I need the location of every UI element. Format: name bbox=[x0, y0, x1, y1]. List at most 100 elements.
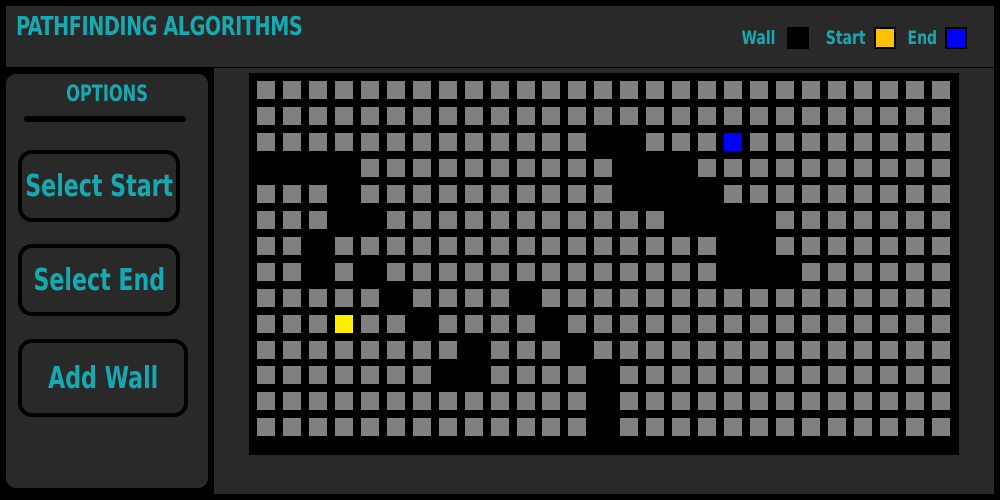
grid-cell[interactable] bbox=[854, 107, 872, 125]
wall-cell[interactable] bbox=[724, 237, 742, 255]
grid-cell[interactable] bbox=[413, 366, 431, 384]
grid-cell[interactable] bbox=[776, 289, 794, 307]
grid-cell[interactable] bbox=[802, 237, 820, 255]
grid-cell[interactable] bbox=[491, 289, 509, 307]
grid-cell[interactable] bbox=[465, 392, 483, 410]
wall-cell[interactable] bbox=[672, 185, 690, 203]
grid-cell[interactable] bbox=[387, 211, 405, 229]
grid-cell[interactable] bbox=[932, 159, 950, 177]
grid-cell[interactable] bbox=[802, 366, 820, 384]
grid-cell[interactable] bbox=[854, 159, 872, 177]
grid-cell[interactable] bbox=[283, 418, 301, 436]
wall-cell[interactable] bbox=[517, 289, 535, 307]
wall-cell[interactable] bbox=[465, 341, 483, 359]
wall-cell[interactable] bbox=[750, 237, 768, 255]
grid-cell[interactable] bbox=[828, 133, 846, 151]
grid-cell[interactable] bbox=[257, 133, 275, 151]
grid-cell[interactable] bbox=[465, 289, 483, 307]
grid-cell[interactable] bbox=[932, 366, 950, 384]
grid-cell[interactable] bbox=[309, 315, 327, 333]
grid-cell[interactable] bbox=[750, 392, 768, 410]
grid-cell[interactable] bbox=[542, 159, 560, 177]
grid-cell[interactable] bbox=[724, 366, 742, 384]
grid-cell[interactable] bbox=[672, 133, 690, 151]
grid-cell[interactable] bbox=[828, 185, 846, 203]
grid-cell[interactable] bbox=[906, 392, 924, 410]
grid-cell[interactable] bbox=[491, 366, 509, 384]
grid-cell[interactable] bbox=[542, 289, 560, 307]
grid-cell[interactable] bbox=[828, 366, 846, 384]
grid-cell[interactable] bbox=[672, 366, 690, 384]
grid-cell[interactable] bbox=[932, 341, 950, 359]
grid-cell[interactable] bbox=[387, 263, 405, 281]
grid-cell[interactable] bbox=[750, 81, 768, 99]
grid-cell[interactable] bbox=[698, 81, 716, 99]
grid-cell[interactable] bbox=[387, 418, 405, 436]
grid-cell[interactable] bbox=[413, 392, 431, 410]
grid-cell[interactable] bbox=[335, 341, 353, 359]
grid-cell[interactable] bbox=[906, 211, 924, 229]
grid-cell[interactable] bbox=[750, 315, 768, 333]
grid-cell[interactable] bbox=[387, 159, 405, 177]
grid-cell[interactable] bbox=[932, 211, 950, 229]
grid-cell[interactable] bbox=[724, 392, 742, 410]
grid-cell[interactable] bbox=[257, 392, 275, 410]
grid-cell[interactable] bbox=[439, 263, 457, 281]
grid-cell[interactable] bbox=[646, 366, 664, 384]
add-wall-button[interactable]: Add Wall bbox=[18, 339, 188, 417]
grid-cell[interactable] bbox=[880, 185, 898, 203]
grid-cell[interactable] bbox=[465, 185, 483, 203]
grid-cell[interactable] bbox=[828, 315, 846, 333]
grid-cell[interactable] bbox=[672, 81, 690, 99]
grid-cell[interactable] bbox=[517, 133, 535, 151]
wall-cell[interactable] bbox=[335, 211, 353, 229]
grid-cell[interactable] bbox=[932, 315, 950, 333]
grid-cell[interactable] bbox=[335, 263, 353, 281]
grid-cell[interactable] bbox=[465, 81, 483, 99]
grid-cell[interactable] bbox=[361, 107, 379, 125]
grid-cell[interactable] bbox=[413, 418, 431, 436]
grid-cell[interactable] bbox=[413, 159, 431, 177]
grid-cell[interactable] bbox=[387, 133, 405, 151]
end-cell[interactable] bbox=[724, 133, 742, 151]
grid-cell[interactable] bbox=[724, 81, 742, 99]
grid-cell[interactable] bbox=[724, 185, 742, 203]
grid-cell[interactable] bbox=[802, 315, 820, 333]
grid-cell[interactable] bbox=[542, 107, 560, 125]
grid-cell[interactable] bbox=[932, 81, 950, 99]
grid-cell[interactable] bbox=[413, 263, 431, 281]
grid-cell[interactable] bbox=[283, 133, 301, 151]
grid-cell[interactable] bbox=[672, 289, 690, 307]
grid-cell[interactable] bbox=[542, 418, 560, 436]
grid-cell[interactable] bbox=[932, 107, 950, 125]
grid-cell[interactable] bbox=[620, 237, 638, 255]
grid-cell[interactable] bbox=[413, 341, 431, 359]
grid-cell[interactable] bbox=[646, 263, 664, 281]
grid-cell[interactable] bbox=[750, 159, 768, 177]
grid-cell[interactable] bbox=[439, 107, 457, 125]
grid-cell[interactable] bbox=[750, 185, 768, 203]
grid-cell[interactable] bbox=[309, 211, 327, 229]
grid-cell[interactable] bbox=[257, 263, 275, 281]
grid-cell[interactable] bbox=[854, 315, 872, 333]
grid-cell[interactable] bbox=[491, 263, 509, 281]
grid-cell[interactable] bbox=[802, 418, 820, 436]
grid-cell[interactable] bbox=[854, 133, 872, 151]
grid-cell[interactable] bbox=[620, 418, 638, 436]
wall-cell[interactable] bbox=[387, 289, 405, 307]
grid-cell[interactable] bbox=[594, 237, 612, 255]
grid-cell[interactable] bbox=[568, 315, 586, 333]
grid-cell[interactable] bbox=[309, 418, 327, 436]
grid-cell[interactable] bbox=[439, 211, 457, 229]
grid-cell[interactable] bbox=[802, 289, 820, 307]
grid-cell[interactable] bbox=[698, 315, 716, 333]
grid-cell[interactable] bbox=[439, 185, 457, 203]
grid-cell[interactable] bbox=[491, 159, 509, 177]
grid-cell[interactable] bbox=[750, 341, 768, 359]
grid-cell[interactable] bbox=[672, 107, 690, 125]
grid-cell[interactable] bbox=[361, 315, 379, 333]
grid-cell[interactable] bbox=[361, 159, 379, 177]
grid-cell[interactable] bbox=[465, 211, 483, 229]
grid-cell[interactable] bbox=[594, 289, 612, 307]
grid-cell[interactable] bbox=[335, 418, 353, 436]
